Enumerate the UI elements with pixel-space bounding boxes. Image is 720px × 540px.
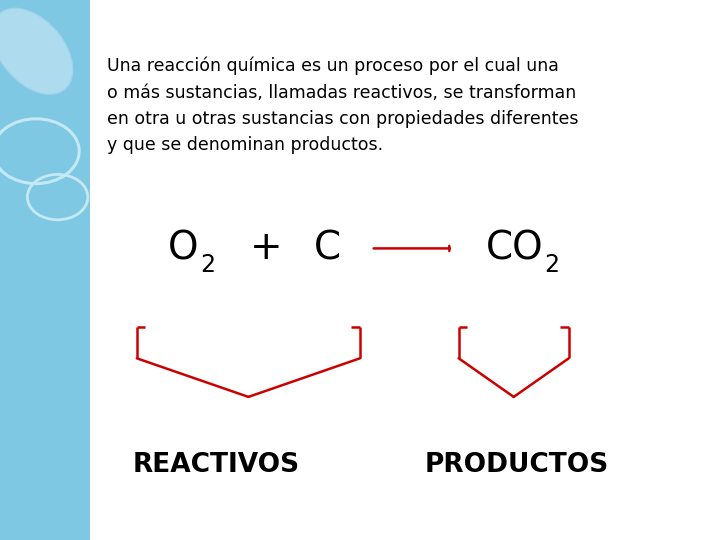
Text: CO: CO <box>486 230 544 267</box>
Ellipse shape <box>0 8 73 94</box>
Text: PRODUCTOS: PRODUCTOS <box>425 452 609 478</box>
Text: +: + <box>250 230 283 267</box>
Text: Una reacción química es un proceso por el cual una
o más sustancias, llamadas re: Una reacción química es un proceso por e… <box>107 57 578 154</box>
Text: 2: 2 <box>200 253 215 276</box>
FancyBboxPatch shape <box>0 0 90 540</box>
Text: C: C <box>314 230 341 267</box>
Text: O: O <box>168 230 199 267</box>
Text: REACTIVOS: REACTIVOS <box>132 452 300 478</box>
Text: 2: 2 <box>545 253 559 276</box>
